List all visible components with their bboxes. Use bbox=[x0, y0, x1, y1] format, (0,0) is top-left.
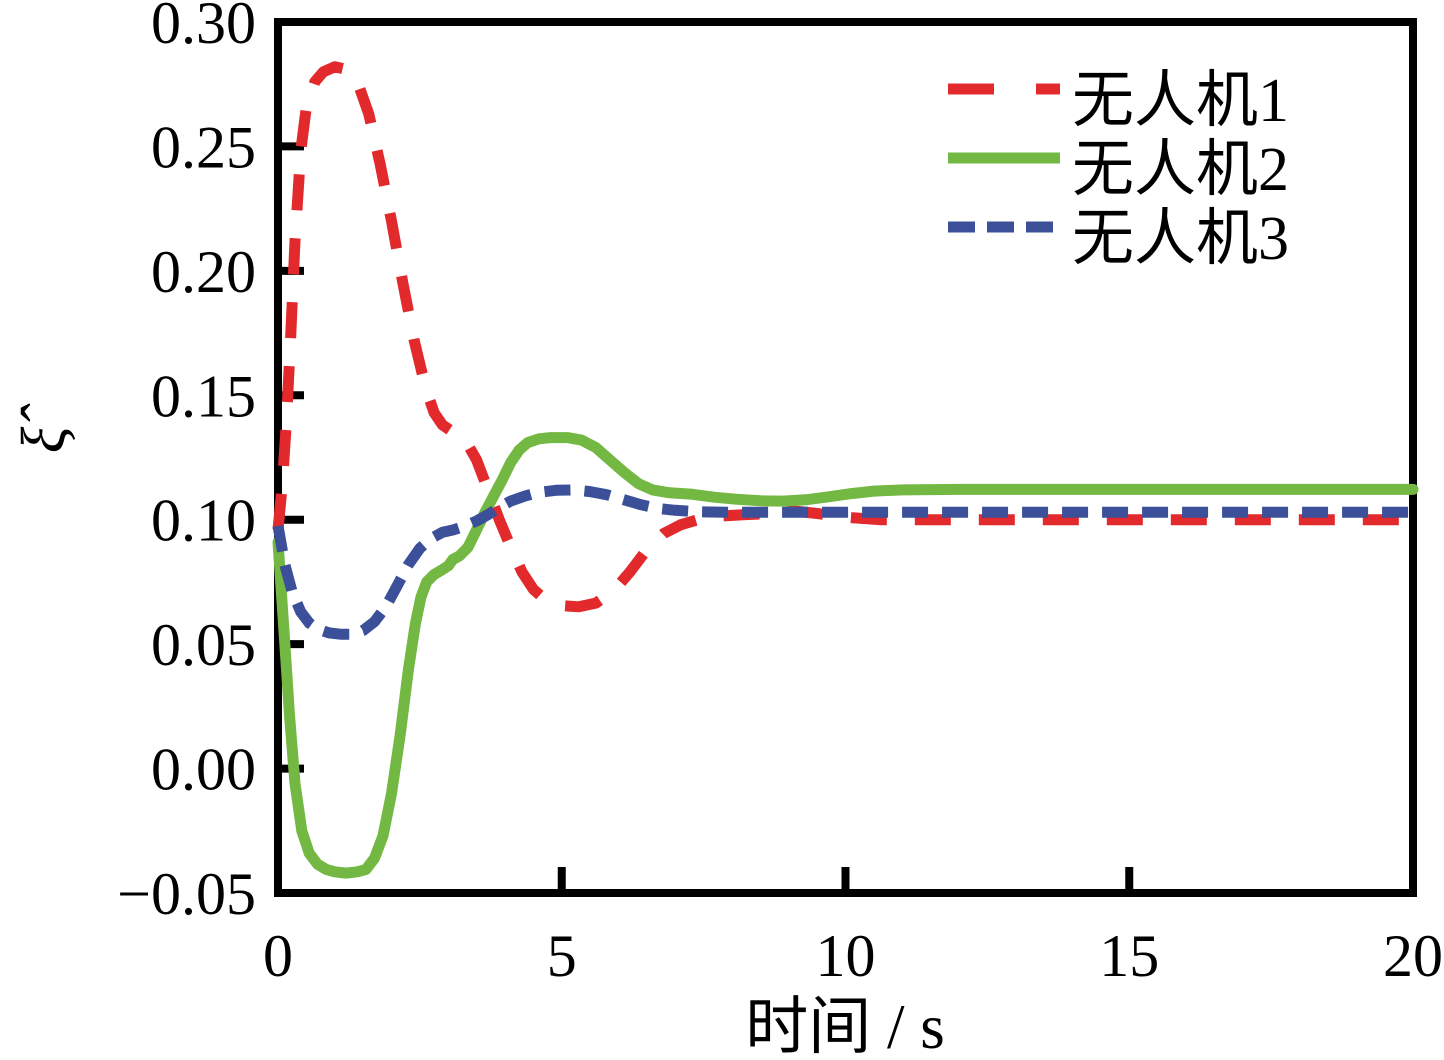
series-line-3 bbox=[272, 484, 1413, 640]
legend-label-1: 无人机1 bbox=[1072, 67, 1289, 135]
legend-label-2: 无人机2 bbox=[1072, 136, 1289, 204]
legend-item-3: 无人机3 bbox=[948, 205, 1289, 273]
y-tick-label: 0.15 bbox=[151, 363, 256, 429]
x-tick-label: 20 bbox=[1383, 923, 1443, 989]
y-tick-label: 0.30 bbox=[151, 0, 256, 56]
y-axis-label: ξ̂ bbox=[10, 403, 78, 454]
y-tick-label: 0.00 bbox=[151, 737, 256, 803]
legend-item-2: 无人机2 bbox=[948, 136, 1289, 204]
y-tick-label: 0.25 bbox=[151, 114, 256, 180]
x-tick-label: 15 bbox=[1099, 923, 1159, 989]
x-axis-label: 时间 / s bbox=[745, 992, 945, 1060]
y-tick-label: 0.10 bbox=[151, 488, 256, 554]
y-tick-label: −0.05 bbox=[117, 861, 256, 927]
x-tick-label: 5 bbox=[547, 923, 577, 989]
axis-ticks: 0 5 10 15 20 0.30 0.25 0.20 0.15 0.10 0.05 0.00 −0.0… bbox=[117, 0, 1443, 989]
x-tick-label: 0 bbox=[263, 923, 293, 989]
legend: 无人机1 无人机2 无人机3 bbox=[948, 67, 1289, 273]
series-line-2 bbox=[272, 432, 1419, 879]
y-tick-label: 0.20 bbox=[151, 239, 256, 305]
series-line-1 bbox=[272, 61, 1413, 613]
legend-item-1: 无人机1 bbox=[948, 67, 1289, 135]
x-tick-label: 10 bbox=[816, 923, 876, 989]
legend-label-3: 无人机3 bbox=[1072, 205, 1289, 273]
y-tick-label: 0.05 bbox=[151, 612, 256, 678]
